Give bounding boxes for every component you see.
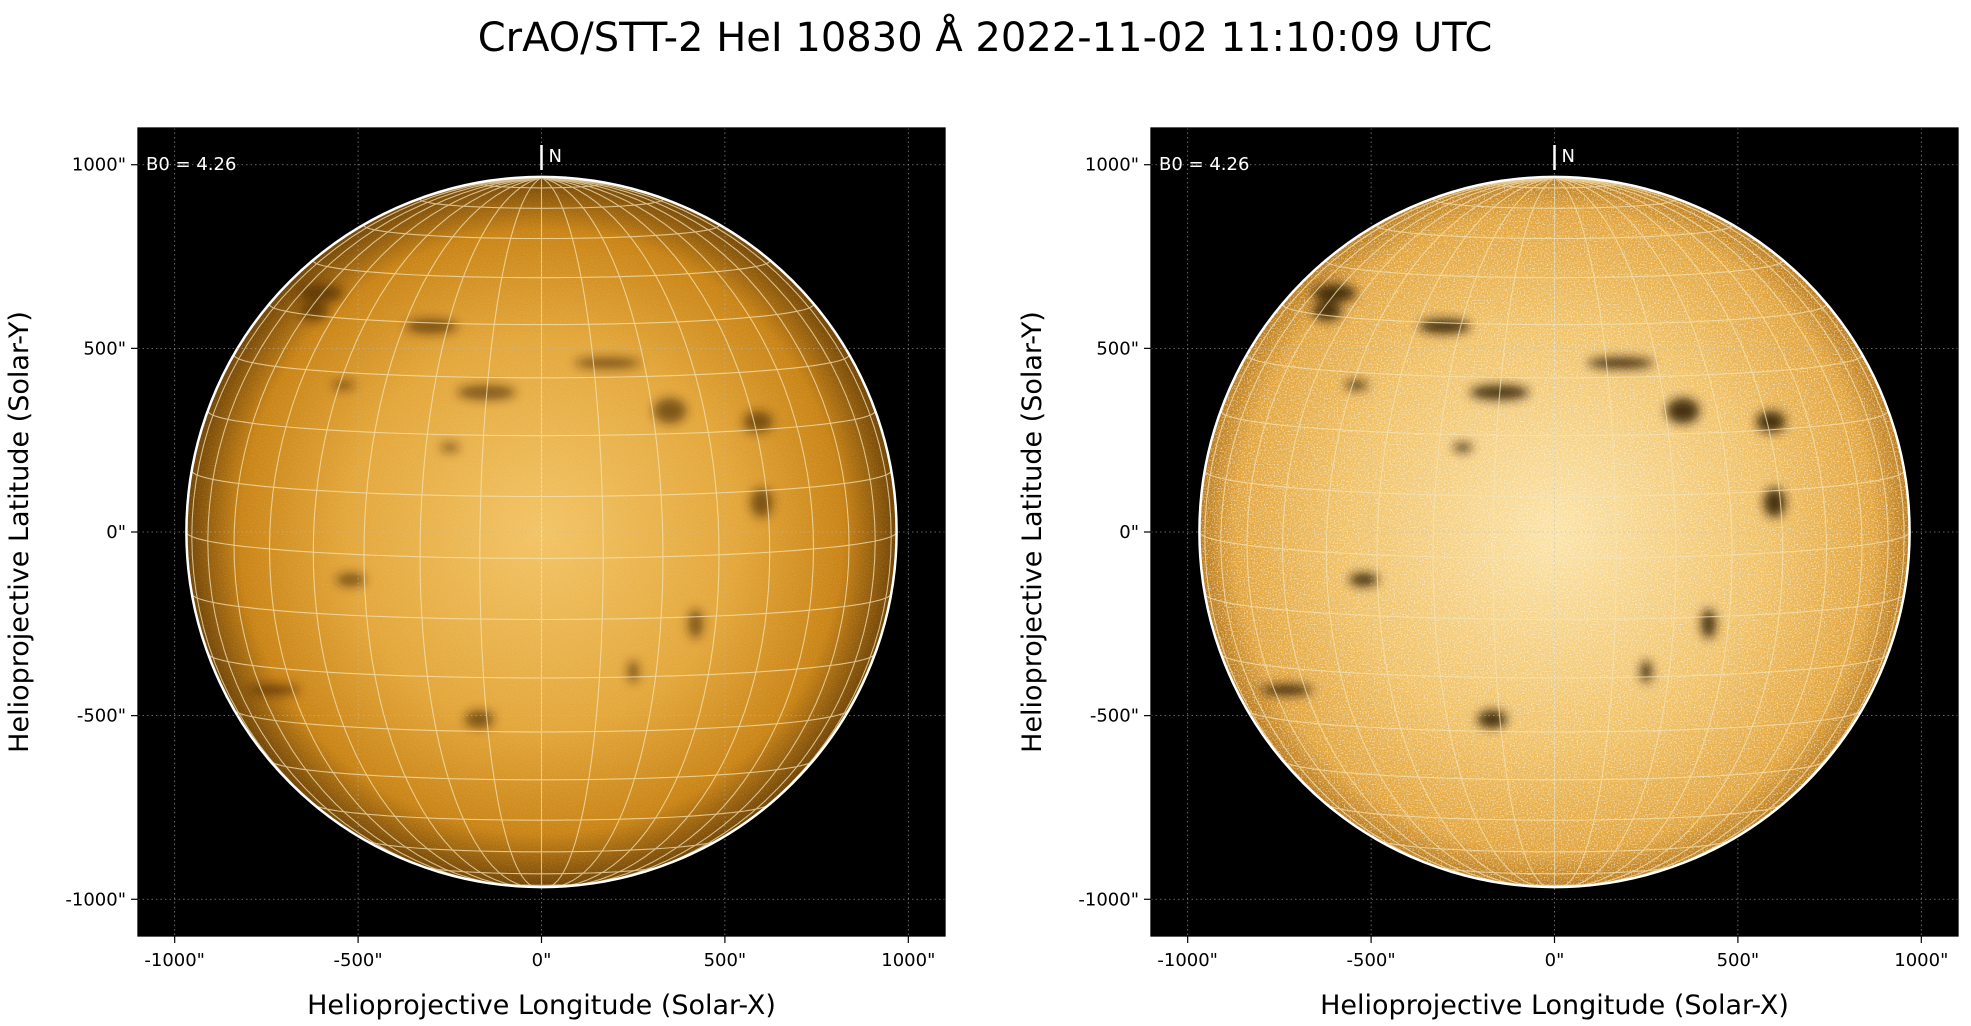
- grid-line: [479, 177, 542, 888]
- grid-line: [207, 177, 542, 877]
- grid-line: [1554, 177, 1733, 888]
- grid-line: [541, 177, 876, 877]
- y-tick-label: -1000": [65, 889, 126, 910]
- y-tick-label: -500": [1090, 706, 1139, 727]
- filament-feature: [1666, 397, 1700, 424]
- x-tick-label: -1000": [1157, 950, 1218, 971]
- grid-line: [1554, 177, 1905, 858]
- grid-line: [541, 177, 604, 888]
- y-tick-label: -500": [77, 706, 126, 727]
- filament-feature: [464, 710, 494, 729]
- grid-line: [1554, 177, 1889, 877]
- x-tick-label: 500": [704, 950, 747, 971]
- y-tick-label: -1000": [1078, 889, 1139, 910]
- filament-feature: [440, 443, 459, 452]
- limb-circle: [1198, 175, 1911, 889]
- filament-feature: [750, 487, 773, 518]
- y-tick-label: 500": [1096, 338, 1139, 359]
- y-axis-label: Helioprojective Latitude (Solar-Y): [1017, 311, 1048, 753]
- filament-feature: [653, 397, 687, 424]
- grid-line: [191, 177, 542, 858]
- grid-line: [233, 177, 542, 885]
- grid-line: [541, 177, 892, 858]
- grid-line: [1554, 177, 1784, 887]
- grid-line: [1246, 177, 1555, 885]
- grid-line: [1554, 177, 1863, 885]
- grid-line: [1492, 177, 1555, 888]
- filament-feature: [627, 660, 639, 683]
- north-label: N: [549, 146, 562, 167]
- grid-line: [312, 177, 542, 887]
- x-tick-label: 0": [1545, 950, 1565, 971]
- grid-line: [1554, 177, 1617, 888]
- x-axis-label: Helioprojective Longitude (Solar-X): [1320, 990, 1789, 1021]
- x-tick-label: -1000": [144, 950, 205, 971]
- grid-line: [1432, 177, 1555, 888]
- filament-feature: [1453, 443, 1472, 452]
- y-axis-label: Helioprojective Latitude (Solar-Y): [4, 311, 35, 753]
- filament-feature: [1345, 380, 1368, 390]
- filament-feature: [1701, 609, 1716, 639]
- y-tick-label: 0": [106, 522, 126, 543]
- y-tick-label: 0": [1119, 522, 1139, 543]
- grid-line: [1554, 177, 1828, 885]
- x-tick-label: -500": [1347, 950, 1396, 971]
- y-tick-label: 1000": [1085, 155, 1139, 176]
- panel-enhanced: -1000" -500" 0" 500" 1000" 1000" 500" 0" -500" -1…: [1017, 127, 1959, 1021]
- dark-features: [248, 284, 773, 729]
- filament-feature: [1261, 684, 1313, 696]
- y-tick-label: 1000": [72, 155, 126, 176]
- limb-circle: [185, 175, 898, 889]
- x-tick-label: 0": [532, 950, 552, 971]
- filament-feature: [1587, 357, 1654, 369]
- figure-title: CrAO/STT-2 HeI 10830 Å 2022-11-02 11:10:…: [478, 13, 1493, 61]
- filament-feature: [336, 573, 366, 587]
- grid-line: [1325, 177, 1555, 887]
- x-tick-label: 1000": [881, 950, 935, 971]
- filament-feature: [248, 684, 300, 696]
- grid-line: [1220, 177, 1555, 877]
- filament-feature: [1763, 487, 1786, 518]
- x-tick-label: 500": [1717, 950, 1760, 971]
- grid-line: [541, 177, 720, 888]
- filament-feature: [1756, 410, 1786, 433]
- x-axis-label: Helioprojective Longitude (Solar-X): [307, 990, 776, 1021]
- filament-feature: [1477, 710, 1507, 729]
- grid-line: [1554, 177, 1677, 888]
- grid-line: [363, 177, 542, 888]
- north-label: N: [1562, 146, 1575, 167]
- grid-line: [541, 177, 664, 888]
- filament-feature: [1640, 660, 1652, 683]
- filament-feature: [688, 609, 703, 639]
- grid-line: [541, 177, 815, 885]
- x-tick-label: -500": [334, 950, 383, 971]
- grid-line: [1376, 177, 1555, 888]
- filament-feature: [1349, 573, 1379, 587]
- grid-line: [268, 177, 542, 885]
- filament-feature: [574, 357, 641, 369]
- b0-label: B0 = 4.26: [146, 154, 236, 175]
- panel-original: -1000" -500" 0" 500" 1000" 1000" 500" 0" -500" -1…: [4, 127, 946, 1021]
- filament-feature: [1312, 284, 1357, 303]
- filament-feature: [743, 410, 773, 433]
- grid-line: [541, 177, 850, 885]
- filament-feature: [299, 284, 344, 303]
- x-tick-label: 1000": [1894, 950, 1948, 971]
- y-tick-label: 500": [83, 338, 126, 359]
- b0-label: B0 = 4.26: [1159, 154, 1249, 175]
- grid-line: [1281, 177, 1555, 885]
- grid-line: [1204, 177, 1555, 858]
- filament-feature: [332, 380, 355, 390]
- grid-line: [541, 177, 771, 887]
- grid-line: [419, 177, 542, 888]
